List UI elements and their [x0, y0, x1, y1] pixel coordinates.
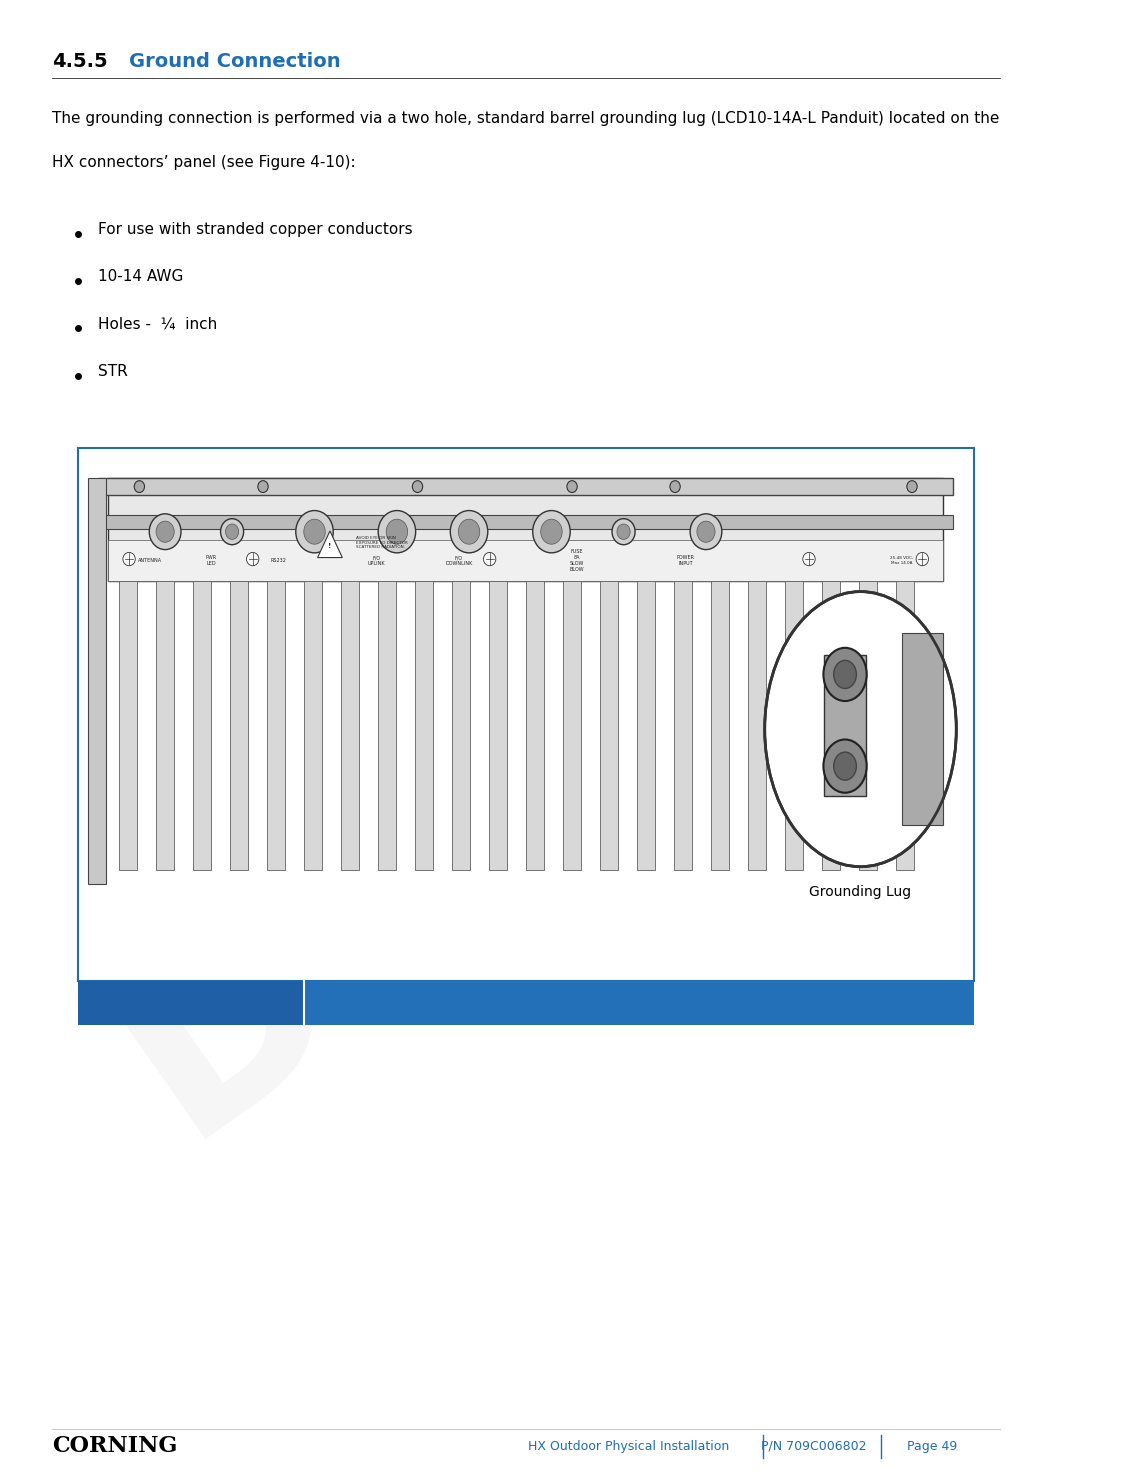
Ellipse shape: [697, 521, 715, 543]
Bar: [78, 981, 304, 1025]
Ellipse shape: [258, 481, 268, 493]
Text: STR: STR: [98, 364, 128, 379]
Text: HX OD Grounding Lug: HX OD Grounding Lug: [98, 995, 284, 1010]
Text: F/O
DOWNLINK: F/O DOWNLINK: [445, 555, 472, 566]
Bar: [563, 581, 581, 870]
Ellipse shape: [220, 519, 244, 544]
Ellipse shape: [532, 510, 570, 553]
Polygon shape: [318, 531, 342, 558]
Text: 25-48 VDC,
Max 14.0A: 25-48 VDC, Max 14.0A: [890, 556, 913, 565]
Bar: [526, 581, 544, 870]
Ellipse shape: [612, 519, 635, 544]
Bar: [267, 581, 285, 870]
Text: Ground Connection: Ground Connection: [129, 52, 341, 71]
Text: POWER
INPUT: POWER INPUT: [676, 555, 694, 566]
Ellipse shape: [823, 648, 866, 701]
Text: Page 49: Page 49: [907, 1441, 958, 1452]
Bar: [824, 655, 865, 796]
Ellipse shape: [670, 481, 681, 493]
Text: AVOID EYE OR SKIN
EXPOSURE TO DIRECTOR
SCATTERED RADIATION.: AVOID EYE OR SKIN EXPOSURE TO DIRECTOR S…: [356, 537, 408, 549]
Ellipse shape: [917, 553, 928, 566]
Ellipse shape: [833, 753, 856, 781]
Text: DRAFT: DRAFT: [73, 447, 978, 1180]
Bar: [230, 581, 249, 870]
Bar: [119, 581, 137, 870]
Ellipse shape: [413, 481, 423, 493]
Text: 10-14 AWG: 10-14 AWG: [98, 269, 184, 284]
Bar: [784, 581, 804, 870]
Ellipse shape: [149, 513, 181, 550]
Bar: [304, 981, 974, 1025]
Ellipse shape: [567, 481, 577, 493]
Bar: [858, 581, 877, 870]
Text: 4.5.5: 4.5.5: [51, 52, 107, 71]
Ellipse shape: [617, 524, 630, 540]
Bar: [78, 448, 974, 981]
Ellipse shape: [833, 661, 856, 689]
Ellipse shape: [823, 740, 866, 793]
Bar: [710, 581, 730, 870]
Bar: [108, 540, 943, 581]
Text: P/N 709C006802: P/N 709C006802: [762, 1441, 866, 1452]
Bar: [156, 581, 174, 870]
Ellipse shape: [386, 519, 408, 544]
Ellipse shape: [295, 510, 333, 553]
Bar: [902, 633, 943, 825]
Bar: [341, 581, 359, 870]
Text: ANTENNA: ANTENNA: [138, 558, 162, 563]
Text: !: !: [328, 543, 332, 549]
Ellipse shape: [123, 553, 136, 566]
Ellipse shape: [765, 592, 956, 867]
Bar: [674, 581, 692, 870]
Bar: [489, 581, 507, 870]
Text: The grounding connection is performed via a two hole, standard barrel grounding : The grounding connection is performed vi…: [51, 111, 999, 126]
Bar: [822, 581, 840, 870]
Bar: [88, 478, 106, 884]
Bar: [415, 581, 433, 870]
Ellipse shape: [246, 553, 259, 566]
Ellipse shape: [135, 481, 145, 493]
Bar: [303, 581, 323, 870]
Ellipse shape: [303, 519, 325, 544]
Text: Grounding Lug: Grounding Lug: [809, 886, 912, 899]
Ellipse shape: [450, 510, 488, 553]
Bar: [896, 581, 914, 870]
Text: For use with stranded copper conductors: For use with stranded copper conductors: [98, 222, 413, 237]
Bar: [600, 581, 618, 870]
Ellipse shape: [540, 519, 562, 544]
Ellipse shape: [483, 553, 496, 566]
Ellipse shape: [378, 510, 416, 553]
Text: FUSE
8A
SLOW
BLOW: FUSE 8A SLOW BLOW: [570, 549, 585, 572]
Text: CORNING: CORNING: [51, 1436, 177, 1457]
Bar: [193, 581, 211, 870]
Text: Holes -  ¼  inch: Holes - ¼ inch: [98, 317, 218, 331]
Text: PWR
LED: PWR LED: [206, 555, 217, 566]
Ellipse shape: [906, 481, 918, 493]
Bar: [98, 478, 953, 495]
Ellipse shape: [458, 519, 480, 544]
Text: RS232: RS232: [270, 558, 286, 563]
Bar: [108, 478, 943, 581]
Bar: [377, 581, 397, 870]
Text: HX connectors’ panel (see Figure 4-10):: HX connectors’ panel (see Figure 4-10):: [51, 155, 356, 170]
Text: HX Outdoor Physical Installation: HX Outdoor Physical Installation: [528, 1441, 730, 1452]
Bar: [98, 515, 953, 529]
Ellipse shape: [156, 521, 174, 543]
Bar: [636, 581, 655, 870]
Text: F/O
UPLINK: F/O UPLINK: [367, 555, 385, 566]
Bar: [748, 581, 766, 870]
Bar: [451, 581, 470, 870]
Ellipse shape: [690, 513, 722, 550]
Ellipse shape: [226, 524, 238, 540]
Text: Figure 4-10: Figure 4-10: [348, 995, 446, 1010]
Ellipse shape: [803, 553, 815, 566]
